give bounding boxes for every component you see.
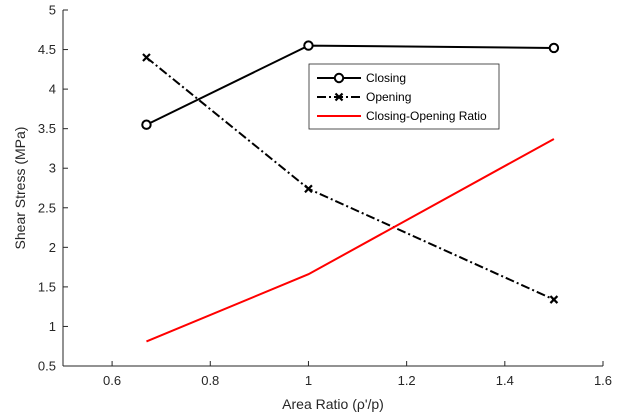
series-line-closing-opening-ratio <box>146 138 555 343</box>
x-axis-label: Area Ratio (ρ'/p) <box>282 396 384 412</box>
y-tick-label: 4.5 <box>38 42 56 57</box>
legend-label: Closing <box>366 71 406 85</box>
x-tick-label: 1.2 <box>398 373 416 388</box>
y-tick-label: 4 <box>49 82 56 97</box>
x-tick-label: 1.6 <box>594 373 612 388</box>
y-ticks: 0.5 1 1.5 2 2.5 3 3.5 4 4.5 5 <box>38 3 68 374</box>
x-tick-label: 1.4 <box>496 373 514 388</box>
axes <box>62 10 603 367</box>
x-tick-label: 0.6 <box>103 373 121 388</box>
y-axis-label: Shear Stress (MPa) <box>12 127 28 250</box>
legend-label: Opening <box>366 90 411 104</box>
legend: Closing Opening Closing-Opening Ratio <box>308 63 500 130</box>
y-tick-label: 5 <box>49 3 56 18</box>
legend-marker <box>333 72 345 84</box>
y-tick-label: 1.5 <box>38 279 56 294</box>
y-tick-label: 1 <box>49 319 56 334</box>
data-point-opening <box>549 295 559 304</box>
data-point-closing <box>548 42 560 54</box>
y-tick-label: 2.5 <box>38 200 56 215</box>
y-tick-label: 2 <box>49 240 56 255</box>
y-tick-label: 3 <box>49 161 56 176</box>
x-tick-label: 0.8 <box>201 373 219 388</box>
data-point-closing <box>141 119 152 130</box>
data-point-opening <box>142 53 151 62</box>
legend-marker <box>334 92 344 102</box>
data-point-closing <box>303 40 314 51</box>
y-tick-label: 3.5 <box>38 121 56 136</box>
series-group <box>141 40 560 343</box>
x-tick-label: 1 <box>305 373 312 388</box>
y-tick-label: 0.5 <box>38 359 56 374</box>
data-point-opening <box>304 184 313 194</box>
x-ticks: 0.6 0.8 1 1.2 1.4 1.6 <box>103 361 612 388</box>
legend-label: Closing-Opening Ratio <box>366 109 487 123</box>
